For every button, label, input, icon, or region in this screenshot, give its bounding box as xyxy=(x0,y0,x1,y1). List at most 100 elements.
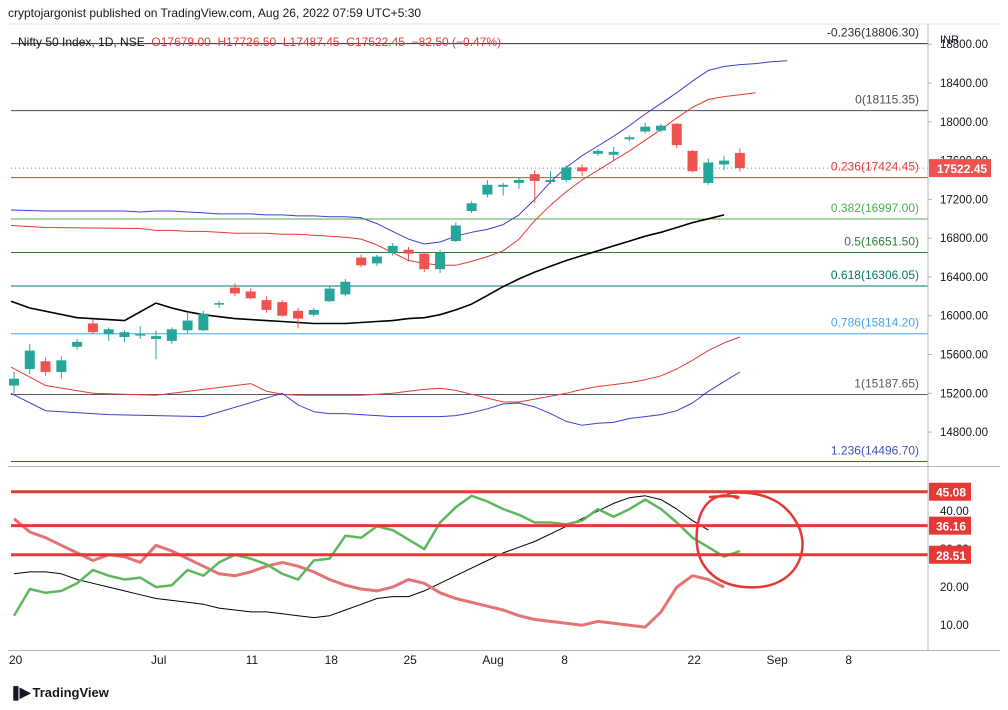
candle-body xyxy=(687,150,698,172)
tradingview-logo[interactable]: ❚▶ TradingView xyxy=(10,684,109,701)
candle xyxy=(624,135,635,142)
candle xyxy=(435,249,446,274)
candle xyxy=(245,288,256,300)
candle-body xyxy=(655,125,666,131)
candle xyxy=(308,307,319,317)
candle-body xyxy=(277,302,288,316)
candle xyxy=(687,149,698,173)
candle-body xyxy=(371,256,382,264)
candle-body xyxy=(56,360,67,372)
candle xyxy=(214,301,225,308)
price-tick-label: 16000.00 xyxy=(940,311,988,323)
candle xyxy=(40,357,51,376)
candle-body xyxy=(592,150,603,154)
candle-body xyxy=(40,361,51,372)
bollinger-lower-inner-lead xyxy=(10,366,251,396)
bollinger-mid-lead xyxy=(10,225,141,229)
candle xyxy=(529,170,540,204)
candle xyxy=(103,327,114,341)
time-tick-label: 8 xyxy=(561,653,568,667)
candle xyxy=(87,319,98,335)
candle xyxy=(387,243,398,256)
candle xyxy=(719,155,730,171)
candle xyxy=(671,122,682,148)
rsi-level-badge xyxy=(929,545,971,564)
candle xyxy=(135,326,146,339)
ohlc-legend[interactable]: Nifty 50 Index, 1D, NSE O17679.00 H17726… xyxy=(18,35,501,49)
candle-body xyxy=(324,288,335,302)
annotation-circle xyxy=(695,491,804,589)
candle-body xyxy=(87,323,98,333)
candle-body xyxy=(9,378,19,386)
candle-body xyxy=(671,123,682,146)
candle xyxy=(545,171,556,184)
price-tick-label: 18400.00 xyxy=(940,78,988,90)
candle-body xyxy=(119,332,130,338)
candle-body xyxy=(450,225,461,242)
candle-body xyxy=(166,329,177,341)
price-tick-label: 18000.00 xyxy=(940,117,988,129)
rsi-level-label: 45.08 xyxy=(936,486,966,500)
candle xyxy=(498,182,509,196)
candle-body xyxy=(135,334,146,336)
candle-body xyxy=(308,309,319,315)
candle-body xyxy=(435,252,446,270)
fib-level-label: -0.236(18806.30) xyxy=(827,26,919,40)
candle-body xyxy=(577,167,588,172)
time-tick-label: 11 xyxy=(246,653,259,667)
candle-body xyxy=(261,300,272,310)
moving-average-lead xyxy=(10,300,157,322)
candle xyxy=(592,148,603,156)
candle xyxy=(324,286,335,303)
change-value: −82.50 (−0.47%) xyxy=(411,35,502,49)
tradingview-logo-icon: ❚▶ xyxy=(10,684,30,700)
candle-body xyxy=(703,162,714,183)
time-tick-label: 22 xyxy=(688,653,702,667)
rsi-level-badge xyxy=(929,482,971,501)
candle xyxy=(356,254,367,268)
candle xyxy=(640,122,651,134)
candle-body xyxy=(513,179,524,183)
bollinger-lower-lead xyxy=(10,392,283,418)
fib-level-label: 0.618(16306.05) xyxy=(831,268,919,282)
candle xyxy=(577,164,588,177)
candle-body xyxy=(498,184,509,187)
low-value: L17487.45 xyxy=(282,35,340,49)
time-tick-label: 8 xyxy=(845,653,852,667)
candle xyxy=(482,179,493,198)
rsi-level-label: 28.51 xyxy=(936,549,966,563)
candle-body xyxy=(640,126,651,132)
candle xyxy=(513,178,524,189)
candle-body xyxy=(608,151,619,155)
candle-body xyxy=(151,336,162,339)
bollinger-mid-line xyxy=(140,92,756,266)
bollinger-lower-inner-line xyxy=(250,336,741,403)
candle-body xyxy=(229,287,240,294)
candle xyxy=(261,296,272,313)
price-tick-label: 14800.00 xyxy=(940,427,988,439)
fib-level-label: 0.382(16997.00) xyxy=(831,201,919,215)
candle-body xyxy=(293,310,304,319)
fib-level-label: 0.5(16651.50) xyxy=(844,235,919,249)
candle-body xyxy=(198,313,209,331)
time-tick-label: 20 xyxy=(9,653,23,667)
candle xyxy=(608,147,619,161)
moving-average-line xyxy=(155,214,725,325)
rsi-tick-label: 20.00 xyxy=(940,582,969,594)
candle-body xyxy=(24,350,35,370)
candle xyxy=(371,254,382,267)
rsi-tick-label: 10.00 xyxy=(940,620,969,632)
time-tick-label: 25 xyxy=(404,653,418,667)
candle xyxy=(24,343,35,374)
time-tick-label: Aug xyxy=(482,653,503,667)
candle-body xyxy=(387,245,398,253)
candle xyxy=(703,158,714,185)
candle xyxy=(466,201,477,213)
rsi-level-badge xyxy=(929,516,971,535)
candle-body xyxy=(403,249,414,254)
candle xyxy=(293,307,304,329)
candle-body xyxy=(719,160,730,165)
candle xyxy=(166,327,177,344)
fib-level-label: 1(15187.65) xyxy=(854,376,919,390)
